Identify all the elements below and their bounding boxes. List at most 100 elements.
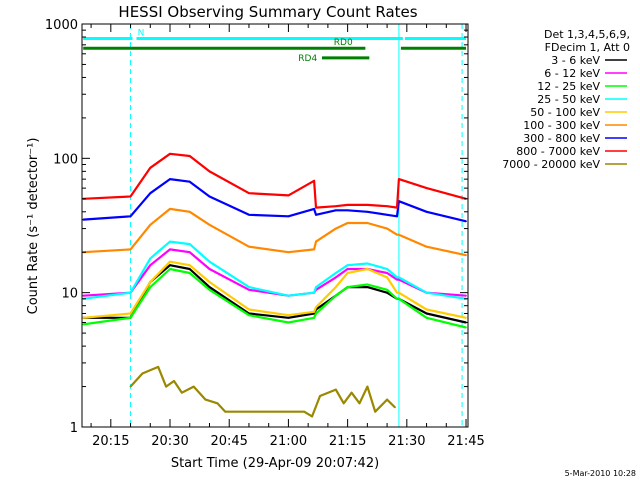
data-point-100-300kev [386, 227, 388, 230]
data-point-7000-20000kev [374, 410, 377, 413]
legend-entry-label: 3 - 6 keV [551, 54, 600, 67]
data-point-100-300kev [366, 222, 369, 224]
data-point-50-100kev [465, 316, 467, 319]
legend-entry-label: 800 - 7000 keV [516, 145, 600, 158]
data-point-6-12kev [398, 278, 400, 281]
data-point-100-300kev [396, 233, 398, 236]
data-point-800-7000kev [396, 206, 398, 209]
data-point-7000-20000kev [386, 398, 388, 401]
data-point-6-12kev [386, 272, 388, 274]
data-point-100-300kev [346, 222, 349, 224]
data-point-300-800kev [188, 180, 191, 183]
x-tick-label: 21:00 [270, 434, 307, 449]
data-point-800-7000kev [315, 206, 317, 209]
data-point-100-300kev [248, 245, 250, 248]
data-point-50-100kev [398, 291, 400, 294]
data-point-50-100kev [169, 260, 171, 263]
data-point-800-7000kev [313, 179, 315, 182]
data-point-100-300kev [425, 245, 428, 248]
data-point-6-12kev [149, 264, 152, 267]
data-point-7000-20000kev [141, 372, 144, 375]
data-point-7000-20000kev [157, 366, 160, 368]
legend-entry-label: 50 - 100 keV [530, 106, 600, 119]
x-axis-label: Start Time (29-Apr-09 20:07:42) [171, 456, 379, 471]
y-axis-label: Count Rate (s⁻¹ detector⁻¹) [26, 138, 41, 315]
data-point-7000-20000kev [319, 395, 321, 397]
data-point-7000-20000kev [204, 398, 207, 401]
data-point-25-50kev [208, 260, 211, 263]
data-point-100-300kev [398, 233, 400, 236]
legend: Det 1,3,4,5,6,9,FDecim 1, Att 03 - 6 keV… [502, 28, 630, 171]
data-point-12-25kev [398, 297, 400, 300]
data-point-6-12kev [188, 251, 191, 254]
x-tick-label: 20:30 [151, 434, 188, 449]
x-tick-label: 20:45 [210, 434, 247, 449]
x-tick-label: 20:15 [92, 434, 129, 449]
data-point-7000-20000kev [358, 402, 361, 405]
x-tick-label: 21:15 [329, 434, 366, 449]
data-point-800-7000kev [346, 204, 349, 206]
data-point-25-50kev [396, 276, 398, 279]
data-point-3-6kev [425, 312, 428, 315]
data-point-800-7000kev [169, 152, 171, 155]
data-point-300-800kev [169, 178, 171, 181]
data-point-50-100kev [425, 308, 428, 311]
data-point-12-25kev [313, 316, 315, 319]
data-point-3-6kev [366, 286, 369, 288]
data-point-800-7000kev [287, 194, 290, 197]
data-point-12-25kev [366, 283, 369, 286]
data-point-12-25kev [129, 316, 132, 319]
data-point-7000-20000kev [224, 410, 227, 413]
data-point-7000-20000kev [311, 415, 313, 418]
data-point-7000-20000kev [181, 391, 183, 394]
data-point-100-300kev [315, 240, 317, 243]
data-point-7000-20000kev [394, 406, 396, 409]
data-point-800-7000kev [149, 166, 152, 169]
data-point-50-100kev [248, 308, 250, 311]
legend-header-line: Det 1,3,4,5,6,9, [544, 28, 630, 41]
data-point-12-25kev [334, 294, 337, 297]
data-point-800-7000kev [208, 170, 211, 173]
data-point-12-25kev [188, 272, 191, 274]
data-point-100-300kev [287, 251, 290, 254]
data-point-7000-20000kev [129, 385, 132, 388]
data-point-50-100kev [82, 316, 85, 319]
data-point-6-12kev [82, 294, 85, 297]
state-label-rd4: RD4 [298, 54, 317, 64]
data-point-25-50kev [287, 294, 290, 297]
data-point-800-7000kev [366, 204, 369, 206]
data-point-6-12kev [396, 278, 398, 281]
data-point-25-50kev [425, 291, 428, 294]
data-point-12-25kev [287, 321, 290, 324]
y-tick-label: 100 [53, 152, 78, 167]
data-point-12-25kev [346, 286, 349, 288]
data-point-6-12kev [465, 294, 467, 297]
data-point-50-100kev [149, 281, 152, 283]
data-point-300-800kev [149, 192, 152, 195]
data-point-25-50kev [346, 264, 349, 267]
data-point-300-800kev [313, 208, 315, 210]
data-point-7000-20000kev [165, 385, 168, 388]
data-point-25-50kev [129, 291, 132, 294]
data-point-50-100kev [315, 306, 317, 309]
series-line-800-7000kev [83, 152, 467, 209]
data-point-300-800kev [82, 218, 85, 221]
data-point-25-50kev [398, 276, 400, 279]
chart-title: HESSI Observing Summary Count Rates [118, 3, 417, 21]
y-tick-label: 10 [61, 287, 78, 302]
data-point-300-800kev [287, 215, 290, 218]
legend-entry-label: 12 - 25 keV [537, 80, 600, 93]
data-point-6-12kev [346, 268, 349, 270]
data-point-300-800kev [315, 213, 317, 216]
data-point-100-300kev [169, 208, 171, 210]
data-point-7000-20000kev [350, 391, 353, 394]
data-point-800-7000kev [386, 205, 388, 208]
data-point-800-7000kev [425, 187, 428, 190]
data-point-25-50kev [366, 262, 369, 265]
series-line-300-800kev [83, 178, 467, 223]
data-point-7000-20000kev [366, 385, 369, 388]
data-point-800-7000kev [129, 195, 132, 198]
data-point-12-25kev [425, 316, 428, 319]
data-point-100-300kev [208, 223, 211, 226]
data-point-3-6kev [208, 286, 211, 288]
